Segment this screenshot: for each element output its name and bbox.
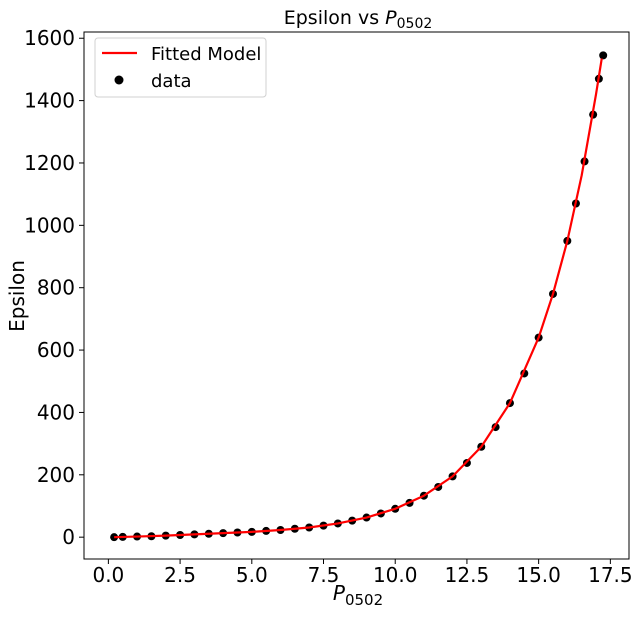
svg-text:P0502: P0502	[333, 581, 383, 609]
fitted-model-line	[114, 58, 603, 539]
chart-title-sub: 0502	[397, 16, 433, 32]
x-tick-label: 7.5	[308, 563, 340, 587]
y-axis-ticks: 0 200 400 600 800 1000 1200 1400 1600	[24, 26, 84, 549]
x-tick-label: 12.5	[445, 563, 490, 587]
data-point	[599, 51, 608, 60]
legend-label-fitted-model: Fitted Model	[151, 44, 261, 65]
x-tick-label: 10.0	[373, 563, 418, 587]
y-tick-label: 1400	[24, 89, 75, 113]
data-layer	[110, 51, 608, 542]
x-tick-label: 5.0	[236, 563, 268, 587]
legend-label-data: data	[151, 71, 192, 92]
y-tick-label: 1200	[24, 151, 75, 175]
y-tick-label: 200	[37, 463, 75, 487]
y-tick-label: 1000	[24, 213, 75, 237]
y-tick-label: 1600	[24, 26, 75, 50]
x-tick-label: 17.5	[588, 563, 633, 587]
y-tick-label: 0	[62, 525, 75, 549]
y-tick-label: 600	[37, 338, 75, 362]
chart-title-var: P	[385, 7, 397, 29]
x-axis-label: P0502	[333, 581, 383, 609]
x-axis-ticks: 0.0 2.5 5.0 7.5 10.0 12.5 15.0 17.5	[92, 559, 633, 587]
y-axis-label: Epsilon	[5, 260, 29, 332]
chart-title-prefix: Epsilon vs	[284, 7, 385, 29]
x-axis-label-sub: 0502	[345, 591, 383, 609]
legend: Fitted Model data	[94, 37, 267, 98]
x-tick-label: 2.5	[164, 563, 196, 587]
plot-area	[83, 31, 630, 560]
y-tick-label: 800	[37, 276, 75, 300]
chart-title: Epsilon vs P0502	[284, 7, 433, 32]
svg-text:Epsilon vs P0502: Epsilon vs P0502	[284, 7, 433, 32]
legend-box	[94, 37, 267, 98]
x-tick-label: 15.0	[516, 563, 561, 587]
y-tick-label: 400	[37, 400, 75, 424]
legend-swatch-data	[114, 75, 124, 85]
x-axis-label-var: P	[333, 581, 346, 605]
x-tick-label: 0.0	[92, 563, 124, 587]
